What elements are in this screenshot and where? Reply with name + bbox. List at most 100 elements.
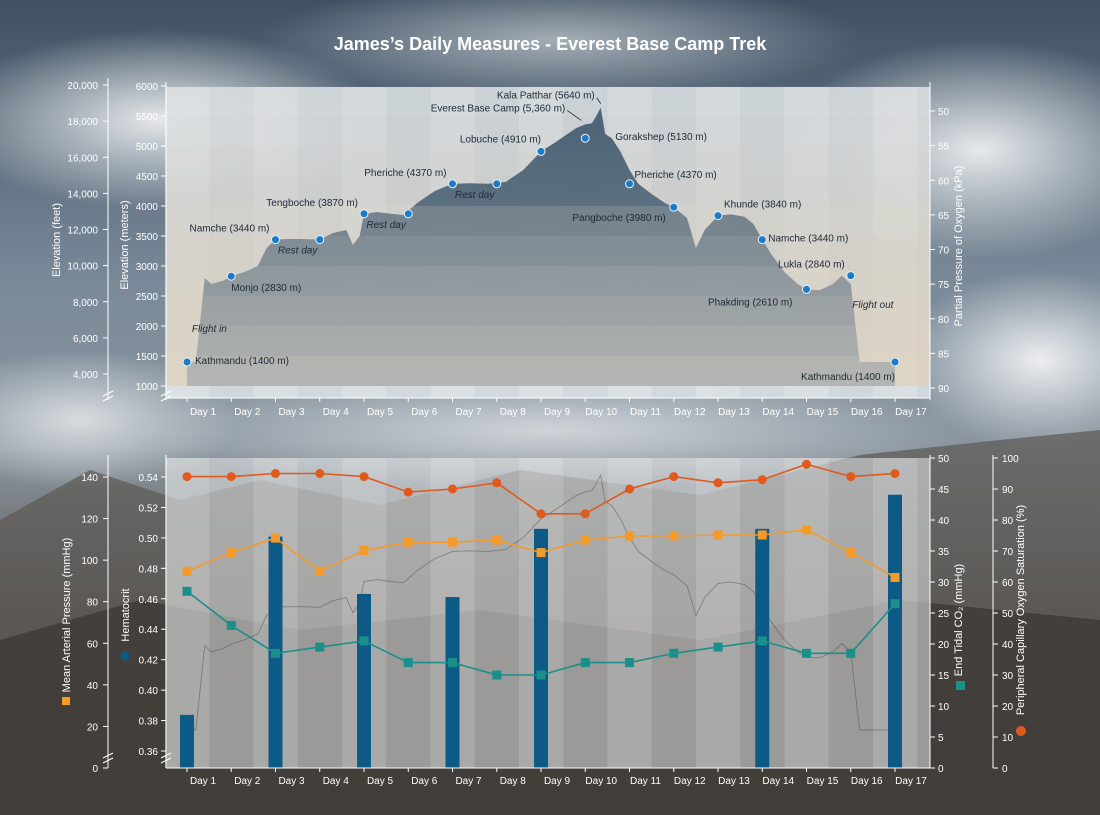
spo2-point [625, 484, 634, 494]
map-tick-label: 120 [81, 515, 98, 526]
etco2-point [492, 670, 502, 680]
camp-label: Namche (3440 m) [189, 224, 269, 235]
spo2-tick-label: 80 [1002, 516, 1014, 527]
feet-tick-label: 6,000 [73, 334, 98, 345]
day-tick-label: Day 14 [762, 776, 794, 787]
map-point [625, 531, 634, 541]
camp-marker [315, 235, 325, 245]
spo2-point [669, 472, 679, 482]
camp-label: Phakding (2610 m) [708, 297, 793, 308]
axis-break-mark [160, 752, 172, 764]
spo2-point [315, 469, 325, 478]
spo2-tick-label: 30 [1002, 671, 1014, 682]
day-tick-label: Day 13 [718, 407, 750, 418]
day-tick-label: Day 11 [630, 776, 661, 787]
camp-marker [713, 211, 723, 221]
etco2-point [802, 648, 811, 658]
etco2-point [625, 658, 634, 668]
elevation-chart: 20,000 18,000 16,000 14,000 12,000 10,000 8,00… [51, 78, 965, 418]
map-tick-label: 20 [87, 722, 99, 733]
camp-marker [536, 146, 546, 156]
camp-label: Pangboche (3980 m) [572, 213, 665, 224]
day-tick-label: Day 12 [674, 407, 706, 418]
etco2-point [448, 658, 457, 668]
spo2-point [536, 509, 546, 519]
spo2-tick-label: 40 [1002, 640, 1014, 651]
kpa-tick-label: 60 [938, 176, 950, 187]
camp-marker [757, 235, 767, 245]
camp-marker [359, 209, 369, 219]
feet-axis-label: Elevation (feet) [51, 203, 63, 277]
elevation-overlay-band [166, 356, 930, 386]
spo2-tick-label: 20 [1002, 702, 1014, 713]
elevation-overlay-band [166, 326, 930, 356]
etco2-point [359, 636, 369, 646]
etco2-tick-label: 50 [938, 454, 950, 465]
day-tick-label: Day 5 [367, 776, 394, 787]
day-tick-label: Day 1 [190, 407, 217, 418]
meter-tick-label: 2500 [136, 292, 159, 303]
day-tick-label: Day 11 [630, 407, 661, 418]
meter-tick-label: 5000 [136, 142, 159, 153]
feet-tick-label: 14,000 [67, 189, 98, 200]
chart-title: James’s Daily Measures - Everest Base Ca… [334, 34, 768, 54]
hct-tick-label: 0.54 [139, 473, 159, 484]
kpa-tick-label: 85 [938, 349, 950, 360]
spo2-tick-label: 0 [1002, 764, 1008, 775]
etco2-axis-label: End Tidal CO₂ (mmHg) [953, 564, 965, 676]
elevation-overlay-band [166, 206, 930, 236]
hematocrit-bar [888, 494, 902, 768]
day-tick-label: Day 3 [278, 776, 305, 787]
spo2-tick-label: 100 [1002, 454, 1019, 465]
camp-marker [846, 271, 856, 281]
map-tick-label: 60 [87, 639, 99, 650]
camp-marker [182, 357, 192, 367]
day-tick-label: Day 2 [234, 407, 261, 418]
etco2-tick-label: 30 [938, 578, 950, 589]
day-tick-label: Day 7 [455, 407, 482, 418]
elevation-band [166, 116, 930, 146]
etco2-tick-label: 20 [938, 640, 950, 651]
meter-tick-label: 4500 [136, 172, 159, 183]
day-tick-label: Day 15 [807, 407, 839, 418]
hct-tick-label: 0.38 [139, 717, 159, 728]
day-stripe [872, 87, 918, 398]
map-axis-label: Mean Arterial Pressure (mmHg) [61, 538, 73, 693]
etco2-point [403, 658, 413, 668]
elevation-overlay-band [166, 236, 930, 266]
day-tick-label: Day 10 [585, 407, 617, 418]
kpa-tick-label: 55 [938, 142, 950, 153]
hct-legend-swatch [120, 651, 130, 661]
map-tick-label: 140 [81, 473, 98, 484]
etco2-point [580, 658, 590, 668]
elevation-band [166, 86, 930, 116]
meter-tick-label: 6000 [136, 82, 159, 93]
camp-marker [669, 202, 679, 212]
kpa-tick-label: 50 [938, 107, 950, 118]
etco2-tick-label: 35 [938, 547, 950, 558]
feet-tick-label: 18,000 [67, 117, 98, 128]
hct-tick-label: 0.48 [139, 564, 159, 575]
day-tick-label: Day 16 [851, 407, 883, 418]
day-tick-label: Day 13 [718, 776, 750, 787]
kpa-tick-label: 75 [938, 280, 950, 291]
spo2-tick-label: 90 [1002, 485, 1014, 496]
day-stripe [696, 458, 741, 768]
spo2-point [846, 472, 856, 482]
axis-break-mark [102, 752, 114, 764]
spo2-tick-label: 70 [1002, 547, 1014, 558]
map-point [315, 566, 325, 576]
spo2-point [757, 475, 767, 485]
kpa-tick-label: 90 [938, 384, 950, 395]
spo2-point [271, 469, 280, 478]
spo2-tick-label: 60 [1002, 578, 1014, 589]
etco2-point [315, 642, 325, 652]
spo2-point [890, 469, 900, 478]
spo2-legend-swatch [1016, 726, 1026, 736]
camp-marker [271, 235, 280, 245]
camp-label: Pheriche (4370 m) [364, 168, 446, 179]
spo2-point [403, 487, 413, 497]
meter-tick-label: 1500 [136, 352, 159, 363]
